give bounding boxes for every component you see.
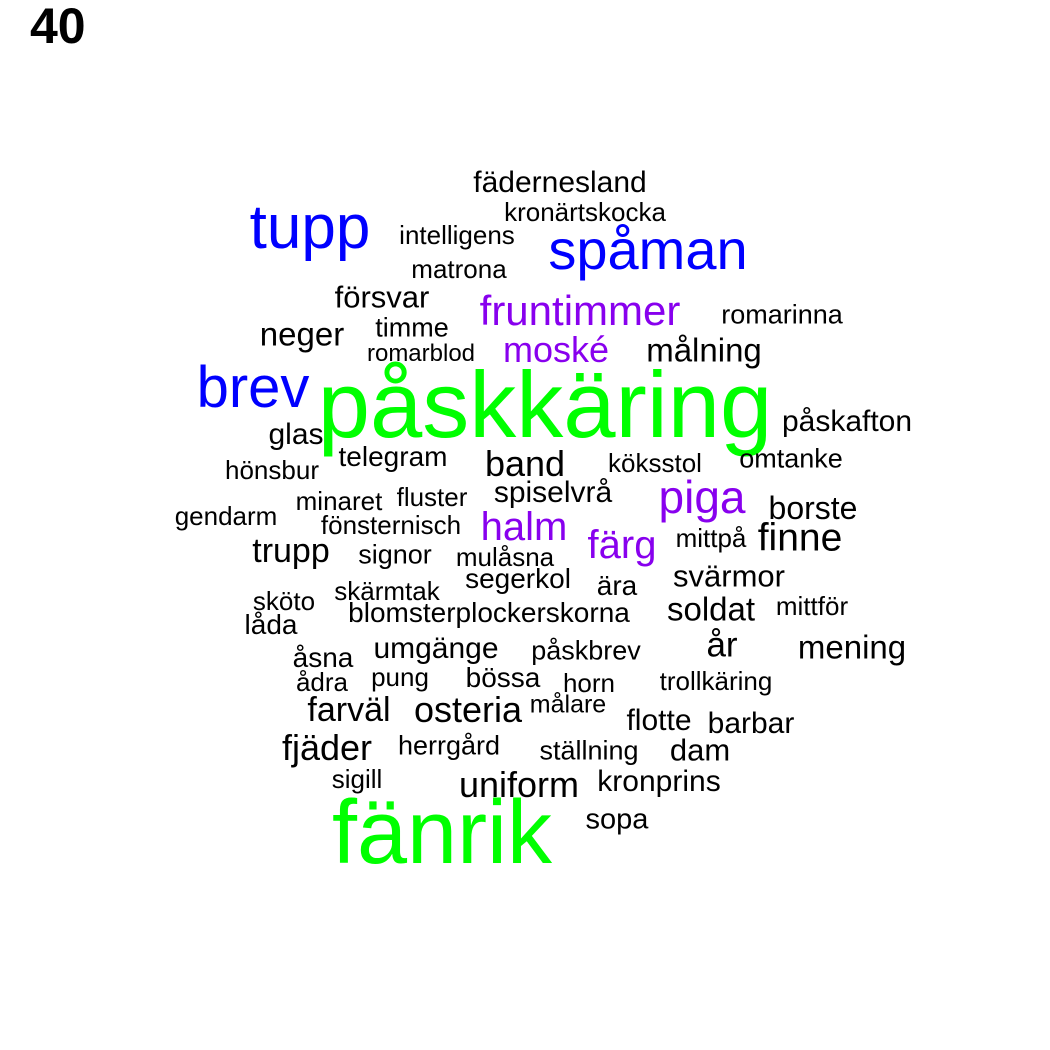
word-ar: år xyxy=(706,625,738,665)
word-forsvar: försvar xyxy=(334,279,430,315)
word-dam: dam xyxy=(669,732,731,768)
word-herrgard: herrgård xyxy=(397,730,501,761)
word-horn: horn xyxy=(562,668,616,698)
word-moske: moské xyxy=(502,329,610,370)
word-halm: halm xyxy=(480,505,568,549)
word-honsbur: hönsbur xyxy=(225,455,319,485)
word-paskbrev: påskbrev xyxy=(531,635,641,666)
word-telegram: telegram xyxy=(338,441,448,472)
word-uniform: uniform xyxy=(458,764,580,805)
word-kronprins: kronprins xyxy=(597,765,721,798)
word-blomsterplockerskorna: blomsterplockerskorna xyxy=(348,597,630,628)
word-piga: piga xyxy=(658,471,746,523)
word-trupp: trupp xyxy=(252,532,330,570)
word-sopa: sopa xyxy=(585,803,649,836)
word-spiselvra: spiselvrå xyxy=(493,476,613,509)
word-matrona: matrona xyxy=(411,254,507,284)
word-flotte: flotte xyxy=(626,704,692,737)
word-farval: farväl xyxy=(307,691,391,729)
word-adra: ådra xyxy=(295,667,349,697)
word-band: band xyxy=(484,443,566,484)
word-romarinna: romarinna xyxy=(721,299,843,330)
word-svarmor: svärmor xyxy=(673,558,785,594)
word-romarblod: romarblod xyxy=(366,340,476,367)
word-ara: ära xyxy=(596,570,638,601)
word-stallning: ställning xyxy=(539,735,639,766)
word-koksstol: köksstol xyxy=(608,448,702,478)
word-timme: timme xyxy=(375,312,449,343)
word-farg: färg xyxy=(587,523,657,567)
word-omtanke: omtanke xyxy=(739,443,843,474)
word-mittfor: mittför xyxy=(775,591,849,621)
word-finne: finne xyxy=(757,516,843,560)
word-mulasna: mulåsna xyxy=(455,542,555,572)
word-osteria: osteria xyxy=(413,689,523,730)
word-fruntimmer: fruntimmer xyxy=(479,287,681,334)
word-malare: målare xyxy=(529,690,607,719)
word-mening: mening xyxy=(797,628,907,666)
word-tupp: tupp xyxy=(249,193,371,262)
word-pung: pung xyxy=(371,662,429,692)
word-barbar: barbar xyxy=(707,707,795,740)
word-paskafton: påskafton xyxy=(781,405,913,438)
word-bossa: bössa xyxy=(465,662,541,693)
word-asna: åsna xyxy=(292,642,354,673)
word-mittpa: mittpå xyxy=(675,523,747,553)
word-minaret: minaret xyxy=(295,486,383,516)
word-neger: neger xyxy=(259,315,345,353)
word-skarmtak: skärmtak xyxy=(334,576,440,606)
word-soldat: soldat xyxy=(666,590,756,628)
word-umgange: umgänge xyxy=(373,632,499,665)
word-signor: signor xyxy=(358,539,432,570)
word-lada: låda xyxy=(244,609,298,640)
word-malning: målning xyxy=(646,331,762,369)
word-kronartskocka: kronärtskocka xyxy=(504,197,666,227)
word-spaman: spåman xyxy=(548,218,748,281)
word-paskkaring: påskkäring xyxy=(317,352,773,457)
word-fluster: fluster xyxy=(396,482,468,512)
word-glas: glas xyxy=(268,418,324,451)
word-fadernesland: fädernesland xyxy=(473,166,647,199)
word-brev: brev xyxy=(196,355,310,420)
word-gendarm: gendarm xyxy=(174,501,278,531)
word-intelligens: intelligens xyxy=(399,220,515,250)
word-sigill: sigill xyxy=(331,764,383,794)
word-borste: borste xyxy=(768,490,858,526)
page-number: 40 xyxy=(30,0,86,54)
word-skoto: sköto xyxy=(252,586,316,616)
word-fonsternisch: fönsternisch xyxy=(320,510,462,540)
word-fjader: fjäder xyxy=(281,727,373,768)
word-fanrik: fänrik xyxy=(331,783,553,883)
word-trollkaring: trollkäring xyxy=(659,666,773,696)
word-segerkol: segerkol xyxy=(465,563,571,594)
